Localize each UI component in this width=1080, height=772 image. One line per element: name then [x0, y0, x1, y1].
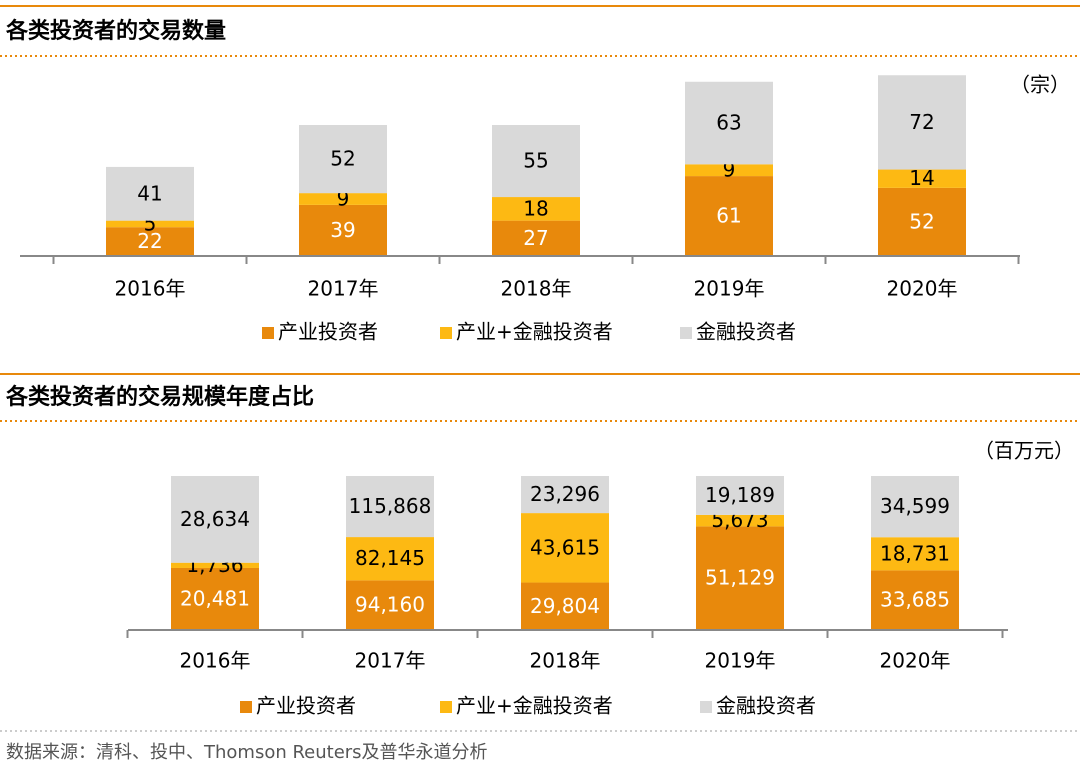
chart-title: 各类投资者的交易规模年度占比: [5, 384, 314, 410]
data-label: 22: [137, 229, 162, 253]
bar-segment: [685, 81, 773, 165]
bar-segment: [871, 537, 959, 571]
data-label: 82,145: [355, 546, 425, 570]
x-tick-label: 2020年: [880, 649, 951, 673]
data-label: 115,868: [349, 494, 432, 518]
bar-segment: [346, 476, 434, 538]
x-tick-label: 2018年: [530, 649, 601, 673]
data-label: 20,481: [180, 586, 250, 610]
bar-segment: [685, 164, 773, 177]
data-label: 39: [330, 218, 355, 242]
bar-segment: [106, 220, 194, 228]
x-tick-label: 2018年: [501, 277, 572, 301]
bar-segment: [521, 476, 609, 514]
x-tick-label: 2017年: [308, 277, 379, 301]
legend-swatch: [262, 327, 274, 339]
bar-segment: [299, 193, 387, 205]
x-tick-label: 2020年: [887, 277, 958, 301]
data-label: 55: [523, 149, 548, 173]
bar-segment: [171, 562, 259, 568]
bar-segment: [299, 204, 387, 256]
legend-label: 产业+金融投资者: [456, 320, 613, 344]
bar-segment: [171, 476, 259, 563]
unit-label: （宗）: [1010, 73, 1070, 97]
data-label: 23,296: [530, 482, 600, 506]
legend-label: 产业投资者: [256, 694, 356, 718]
data-label: 28,634: [180, 507, 250, 531]
legend-swatch: [440, 701, 452, 713]
data-label: 72: [909, 110, 934, 134]
bar-segment: [696, 476, 784, 515]
bar-segment: [492, 220, 580, 256]
legend-swatch: [700, 701, 712, 713]
data-label: 14: [909, 166, 934, 190]
bar-segment: [685, 176, 773, 256]
bar-segment: [106, 227, 194, 256]
bar-segment: [492, 125, 580, 198]
x-tick-label: 2017年: [355, 649, 426, 673]
legend-label: 金融投资者: [716, 694, 816, 718]
data-label: 33,685: [880, 588, 950, 612]
bar-segment: [871, 570, 959, 630]
data-label: 27: [523, 226, 548, 250]
bar-segment: [346, 537, 434, 581]
data-label: 61: [716, 204, 741, 228]
x-tick-label: 2019年: [694, 277, 765, 301]
legend-swatch: [240, 701, 252, 713]
bar-segment: [106, 166, 194, 221]
bar-segment: [521, 582, 609, 630]
x-tick-label: 2016年: [180, 649, 251, 673]
legend-label: 金融投资者: [696, 320, 796, 344]
legend-label: 产业+金融投资者: [456, 694, 613, 718]
data-label: 52: [330, 147, 355, 171]
data-label: 18,731: [880, 541, 950, 565]
data-label: 29,804: [530, 594, 600, 618]
data-label: 18: [523, 196, 548, 220]
bar-segment: [696, 526, 784, 630]
bar-segment: [871, 476, 959, 538]
bar-segment: [492, 197, 580, 221]
unit-label: （百万元）: [974, 439, 1074, 463]
bar-segment: [878, 187, 966, 256]
bar-segment: [696, 514, 784, 527]
source: 数据来源：清科、投中、Thomson Reuters及普华永道分析: [6, 742, 488, 763]
bar-segment: [346, 580, 434, 630]
chart-title: 各类投资者的交易数量: [5, 18, 226, 44]
bar-segment: [878, 169, 966, 188]
legend-swatch: [680, 327, 692, 339]
data-label: 43,615: [530, 535, 600, 559]
data-label: 94,160: [355, 593, 425, 617]
bar-segment: [299, 125, 387, 194]
x-tick-label: 2016年: [115, 277, 186, 301]
bar-segment: [171, 567, 259, 630]
data-label: 34,599: [880, 494, 950, 518]
data-label: 63: [716, 111, 741, 135]
data-label: 52: [909, 209, 934, 233]
data-label: 51,129: [705, 566, 775, 590]
bar-segment: [521, 513, 609, 583]
bar-segment: [878, 75, 966, 170]
legend-swatch: [440, 327, 452, 339]
legend-label: 产业投资者: [278, 320, 378, 344]
data-label: 41: [137, 181, 162, 205]
x-tick-label: 2019年: [705, 649, 776, 673]
data-label: 19,189: [705, 483, 775, 507]
